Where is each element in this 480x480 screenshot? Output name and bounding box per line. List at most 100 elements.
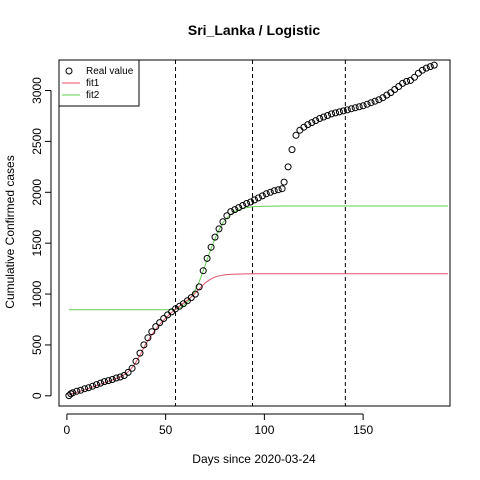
data-point-59: [292, 131, 300, 139]
legend: Real value fit1 fit2: [58, 59, 140, 107]
data-point-53: [270, 187, 278, 195]
data-point-34: [195, 283, 203, 291]
data-point-13: [112, 374, 120, 382]
data-point-6: [85, 384, 93, 392]
data-point-77: [363, 100, 371, 108]
data-point-50: [258, 192, 266, 200]
data-point-39: [215, 225, 223, 233]
data-point-8: [93, 381, 100, 389]
y-tick-label-1: 500: [30, 335, 44, 355]
data-point-76: [359, 102, 367, 110]
data-point-10: [100, 378, 108, 386]
data-point-36: [203, 254, 211, 262]
data-point-47: [247, 198, 255, 206]
data-point-68: [328, 110, 335, 118]
x-tick-label-0: 0: [64, 423, 71, 437]
data-point-72: [343, 106, 351, 114]
legend-label-fit1: fit1: [86, 78, 100, 89]
data-point-69: [332, 109, 339, 117]
data-point-56: [280, 178, 288, 186]
vertical-reference-lines: [175, 60, 346, 406]
data-point-63: [308, 119, 316, 127]
data-point-42: [227, 208, 235, 216]
data-point-22: [148, 328, 156, 336]
data-point-79: [371, 97, 379, 105]
data-point-25: [160, 315, 168, 322]
y-axis: 0 500 1000 1500 2000 2500 3000: [30, 77, 52, 399]
data-point-48: [251, 196, 258, 204]
data-point-54: [274, 186, 282, 194]
data-point-86: [399, 79, 407, 87]
data-point-78: [367, 99, 375, 107]
series-layer: [65, 61, 448, 400]
data-point-94: [430, 61, 438, 69]
data-point-58: [288, 146, 296, 154]
data-point-16: [124, 368, 132, 376]
data-point-92: [422, 64, 430, 72]
data-point-93: [426, 63, 434, 71]
legend-label-real-value: Real value: [86, 66, 134, 77]
data-point-73: [347, 105, 355, 113]
data-point-46: [243, 200, 251, 207]
data-point-11: [104, 377, 112, 385]
data-point-44: [235, 204, 243, 212]
data-point-18: [132, 357, 140, 365]
data-point-71: [339, 107, 347, 115]
data-point-9: [97, 379, 104, 387]
data-point-21: [144, 334, 152, 342]
data-point-38: [211, 233, 219, 241]
data-point-7: [89, 382, 97, 390]
data-point-57: [284, 163, 292, 171]
data-point-62: [304, 121, 312, 129]
data-point-37: [207, 243, 215, 251]
data-point-40: [219, 218, 227, 226]
y-tick-label-0: 0: [30, 392, 44, 399]
data-point-87: [403, 77, 411, 85]
series-points-real-value: [65, 61, 438, 400]
data-point-32: [187, 294, 195, 302]
x-tick-label-2: 100: [254, 423, 274, 437]
y-tick-label-4: 2000: [30, 179, 44, 206]
data-point-19: [136, 349, 144, 357]
data-point-3: [73, 387, 81, 395]
data-point-2: [69, 389, 77, 397]
x-tick-label-1: 50: [159, 423, 173, 437]
y-tick-label-3: 1500: [30, 230, 44, 257]
data-point-70: [335, 108, 343, 116]
data-point-91: [418, 66, 426, 74]
data-point-23: [152, 323, 160, 331]
data-point-74: [351, 104, 359, 112]
plot-frame: [58, 59, 451, 407]
data-point-51: [262, 190, 270, 198]
data-point-89: [411, 73, 418, 81]
data-point-20: [140, 341, 148, 349]
data-point-4: [77, 386, 85, 394]
data-point-43: [231, 206, 239, 214]
legend-label-fit2: fit2: [86, 90, 100, 101]
data-point-66: [320, 113, 328, 121]
data-point-12: [108, 376, 116, 383]
x-axis: 0 50 100 150: [64, 413, 373, 437]
data-point-14: [116, 373, 124, 381]
data-point-5: [81, 385, 89, 393]
y-tick-label-2: 1000: [30, 280, 44, 307]
y-axis-label: Cumulative Confirmed cases: [3, 155, 17, 308]
x-axis-label: Days since 2020-03-24: [192, 452, 316, 466]
data-point-52: [266, 188, 274, 196]
x-tick-label-3: 150: [353, 423, 373, 437]
data-point-67: [324, 112, 332, 119]
data-point-24: [156, 319, 164, 327]
data-point-17: [128, 364, 136, 372]
data-point-49: [254, 194, 262, 202]
y-tick-label-5: 2500: [30, 128, 44, 155]
y-tick-label-6: 3000: [30, 77, 44, 104]
data-point-35: [199, 267, 207, 275]
data-point-75: [355, 103, 363, 111]
data-point-33: [191, 290, 199, 298]
legend-marker-real-value: [65, 67, 73, 75]
data-point-65: [316, 115, 324, 122]
data-point-41: [223, 212, 231, 220]
data-point-55: [278, 185, 286, 193]
data-point-64: [312, 117, 320, 125]
